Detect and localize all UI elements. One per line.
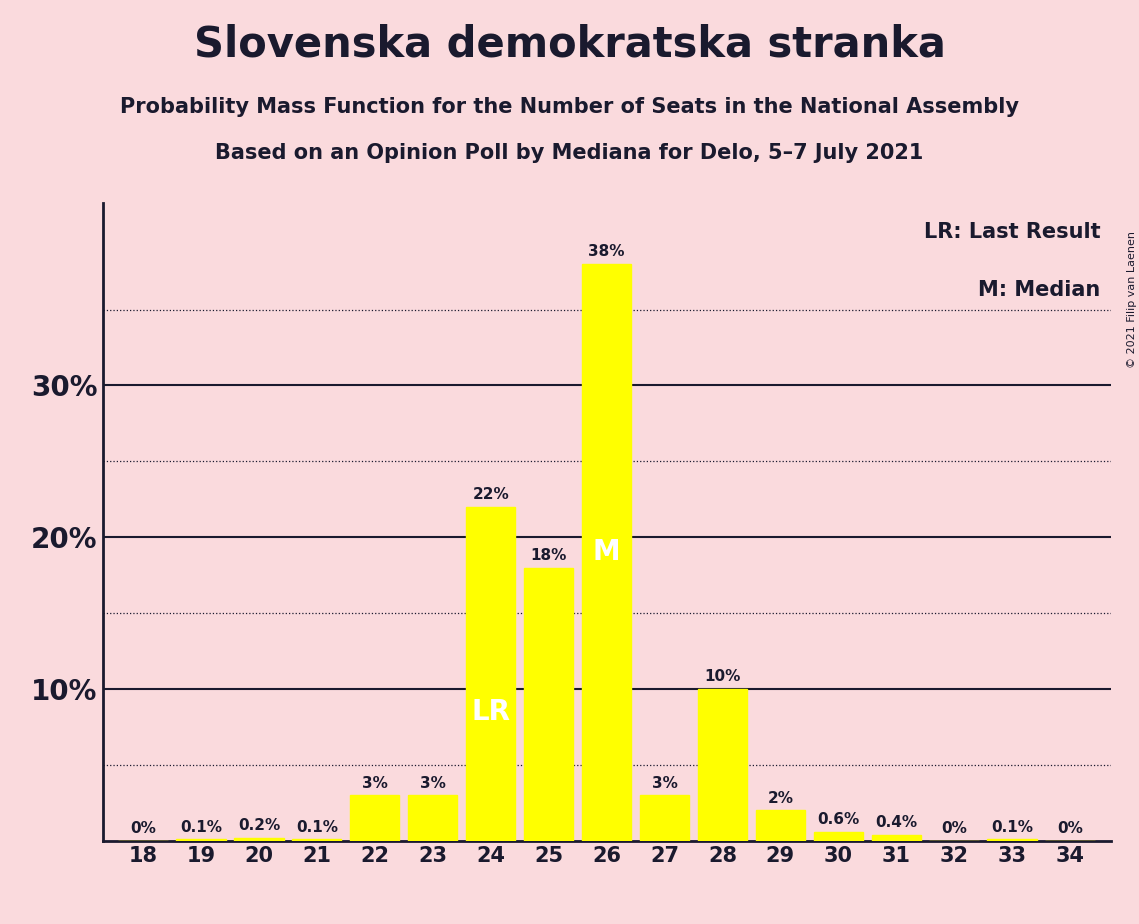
Bar	[698, 689, 747, 841]
Bar	[871, 834, 920, 841]
Bar	[235, 838, 284, 841]
Text: 0.1%: 0.1%	[991, 820, 1033, 834]
Text: 3%: 3%	[420, 776, 445, 791]
Text: 22%: 22%	[473, 487, 509, 503]
Bar	[640, 796, 689, 841]
Text: 2%: 2%	[768, 791, 793, 806]
Text: 18%: 18%	[531, 548, 567, 563]
Text: Based on an Opinion Poll by Mediana for Delo, 5–7 July 2021: Based on an Opinion Poll by Mediana for …	[215, 143, 924, 164]
Text: 0.4%: 0.4%	[875, 815, 917, 831]
Bar	[813, 832, 863, 841]
Bar	[350, 796, 400, 841]
Text: 0.6%: 0.6%	[817, 812, 859, 827]
Text: 3%: 3%	[652, 776, 678, 791]
Bar	[988, 839, 1036, 841]
Bar	[582, 264, 631, 841]
Text: 3%: 3%	[362, 776, 387, 791]
Text: Slovenska demokratska stranka: Slovenska demokratska stranka	[194, 23, 945, 65]
Bar	[408, 796, 458, 841]
Text: 0%: 0%	[941, 821, 967, 836]
Text: Probability Mass Function for the Number of Seats in the National Assembly: Probability Mass Function for the Number…	[120, 97, 1019, 117]
Text: 10%: 10%	[704, 670, 740, 685]
Bar	[466, 507, 515, 841]
Bar	[177, 839, 226, 841]
Bar	[755, 810, 805, 841]
Text: 0%: 0%	[130, 821, 156, 836]
Text: 0.1%: 0.1%	[180, 820, 222, 834]
Text: LR: Last Result: LR: Last Result	[924, 223, 1100, 242]
Bar	[524, 567, 573, 841]
Text: 0.1%: 0.1%	[296, 820, 338, 834]
Bar	[293, 839, 342, 841]
Text: LR: LR	[472, 698, 510, 726]
Text: 0%: 0%	[1057, 821, 1083, 836]
Text: M: Median: M: Median	[978, 280, 1100, 299]
Text: M: M	[592, 539, 621, 566]
Text: 38%: 38%	[588, 245, 625, 260]
Text: 0.2%: 0.2%	[238, 819, 280, 833]
Text: © 2021 Filip van Laenen: © 2021 Filip van Laenen	[1126, 231, 1137, 368]
